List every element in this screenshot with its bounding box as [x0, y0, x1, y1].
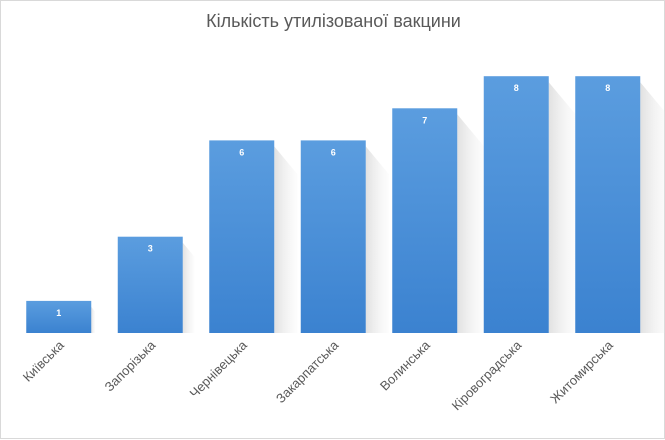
data-label: 8	[605, 83, 610, 93]
data-label: 6	[331, 147, 336, 157]
category-label: Кіровоградська	[449, 337, 525, 413]
category-label: Волинська	[377, 337, 433, 393]
chart-title: Кількість утилізованої вакцини	[206, 11, 461, 31]
bar-shadow	[182, 242, 195, 333]
bar-shadow	[640, 82, 665, 333]
category-label: Закарпатська	[273, 337, 342, 406]
data-label: 1	[56, 308, 61, 318]
data-label: 7	[422, 115, 427, 125]
category-label: Київська	[20, 337, 68, 385]
bar	[300, 140, 366, 333]
category-label: Запорізька	[102, 337, 159, 394]
data-label: 8	[514, 83, 519, 93]
bar-shadow	[365, 146, 389, 333]
data-label: 3	[148, 244, 153, 254]
bar-shadow	[548, 82, 577, 333]
bar	[117, 236, 183, 333]
bar-shadow	[457, 114, 485, 333]
data-labels-group: 1 3 6 6 7 8 8	[56, 83, 610, 318]
bar-shadow	[91, 306, 96, 333]
bar-shadow	[274, 146, 298, 333]
bar	[483, 76, 549, 333]
bar	[575, 76, 641, 333]
bar	[209, 140, 275, 333]
data-label: 6	[239, 147, 244, 157]
bar-shadows	[91, 82, 665, 333]
category-label: Житомирська	[547, 337, 616, 406]
category-label: Чернівецька	[187, 337, 251, 401]
bar	[392, 108, 458, 333]
category-labels-group: Київська Запорізька Чернівецька Закарпатськ…	[20, 337, 617, 413]
bar	[26, 300, 92, 333]
bars-group	[26, 76, 641, 333]
